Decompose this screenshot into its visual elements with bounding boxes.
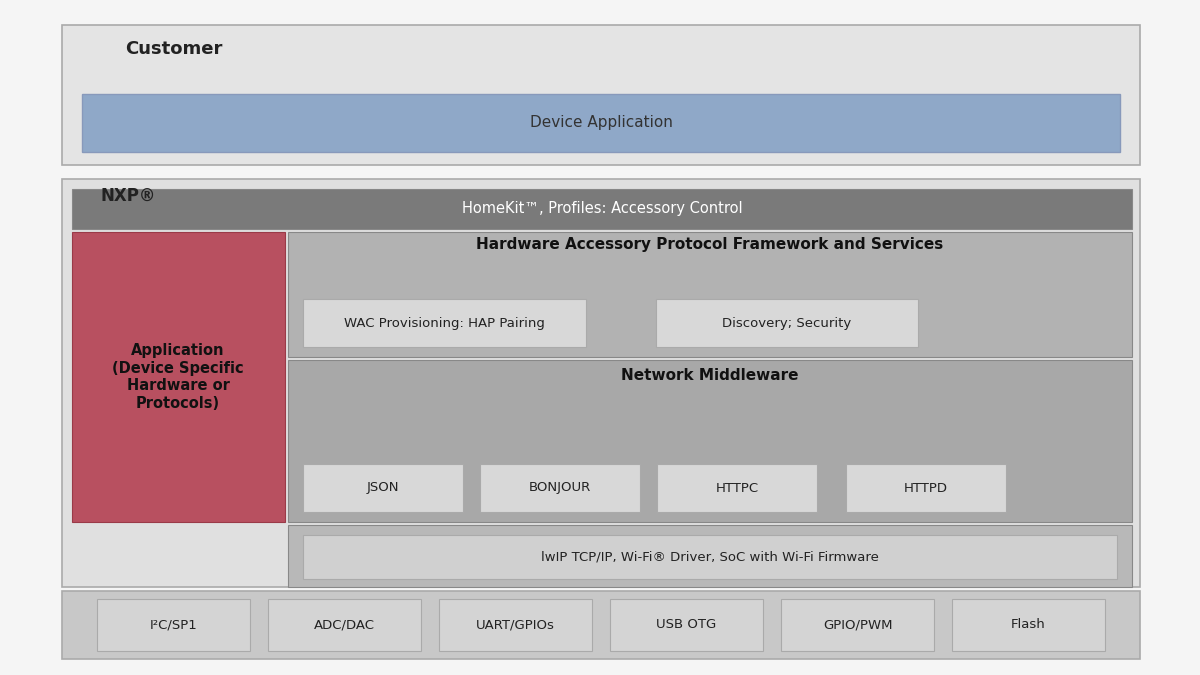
Text: ADC/DAC: ADC/DAC: [314, 618, 374, 632]
Text: HTTPD: HTTPD: [904, 481, 948, 495]
Text: GPIO/PWM: GPIO/PWM: [823, 618, 893, 632]
FancyBboxPatch shape: [97, 599, 250, 651]
Text: I²C/SP1: I²C/SP1: [150, 618, 197, 632]
Text: Hardware Accessory Protocol Framework and Services: Hardware Accessory Protocol Framework an…: [476, 238, 943, 252]
Text: BONJOUR: BONJOUR: [529, 481, 592, 495]
FancyBboxPatch shape: [610, 599, 763, 651]
Text: HomeKit™, Profiles: Accessory Control: HomeKit™, Profiles: Accessory Control: [462, 202, 743, 217]
FancyBboxPatch shape: [781, 599, 934, 651]
FancyBboxPatch shape: [302, 464, 463, 512]
FancyBboxPatch shape: [439, 599, 592, 651]
Text: JSON: JSON: [367, 481, 400, 495]
FancyBboxPatch shape: [82, 94, 1120, 152]
Text: Flash: Flash: [1012, 618, 1046, 632]
Text: Discovery; Security: Discovery; Security: [722, 317, 852, 329]
FancyBboxPatch shape: [952, 599, 1105, 651]
FancyBboxPatch shape: [72, 189, 1132, 229]
Text: NXP®: NXP®: [100, 187, 155, 205]
FancyBboxPatch shape: [302, 535, 1117, 579]
FancyBboxPatch shape: [62, 25, 1140, 165]
Text: lwIP TCP/IP, Wi-Fi® Driver, SoC with Wi-Fi Firmware: lwIP TCP/IP, Wi-Fi® Driver, SoC with Wi-…: [541, 551, 878, 564]
FancyBboxPatch shape: [288, 232, 1132, 357]
FancyBboxPatch shape: [658, 464, 817, 512]
Text: WAC Provisioning: HAP Pairing: WAC Provisioning: HAP Pairing: [343, 317, 545, 329]
Text: USB OTG: USB OTG: [656, 618, 716, 632]
Text: HTTPC: HTTPC: [715, 481, 758, 495]
Text: Customer: Customer: [125, 40, 222, 58]
Text: Network Middleware: Network Middleware: [622, 367, 799, 383]
FancyBboxPatch shape: [302, 299, 586, 347]
FancyBboxPatch shape: [62, 591, 1140, 659]
FancyBboxPatch shape: [288, 360, 1132, 522]
FancyBboxPatch shape: [480, 464, 640, 512]
FancyBboxPatch shape: [268, 599, 421, 651]
Text: Device Application: Device Application: [529, 115, 672, 130]
Text: UART/GPIOs: UART/GPIOs: [476, 618, 554, 632]
FancyBboxPatch shape: [846, 464, 1006, 512]
FancyBboxPatch shape: [72, 232, 286, 522]
FancyBboxPatch shape: [288, 525, 1132, 587]
Text: Application
(Device Specific
Hardware or
Protocols): Application (Device Specific Hardware or…: [112, 344, 244, 410]
FancyBboxPatch shape: [656, 299, 918, 347]
FancyBboxPatch shape: [62, 179, 1140, 587]
